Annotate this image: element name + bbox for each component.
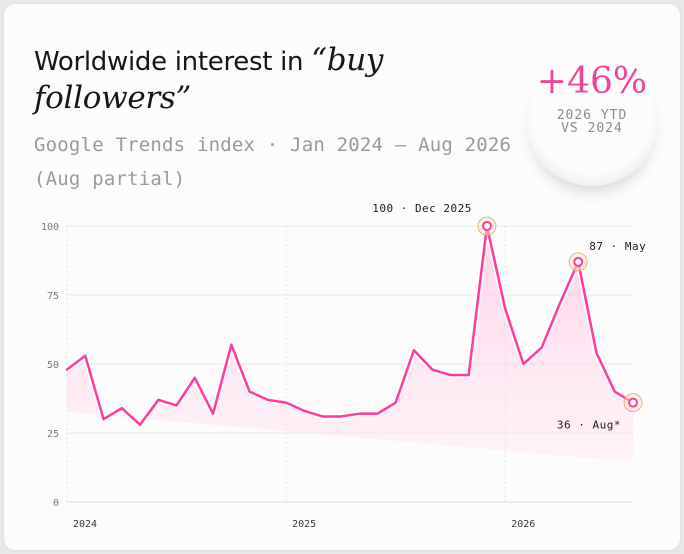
y-tick-label: 50 [47, 360, 59, 371]
y-tick-label: 100 [41, 222, 59, 233]
marker-dot [573, 256, 584, 267]
badge-value: +46% [536, 61, 648, 102]
badge-label-line1: 2026 YTD [556, 108, 628, 123]
marker-dot [481, 221, 492, 231]
series-line-path [65, 224, 635, 426]
marker-dot [628, 397, 638, 408]
series-line [65, 223, 635, 428]
badge-label-line2: VS 2024 [561, 121, 623, 136]
chart-subtitle: Google Trends index · Jan 2024 – Aug 202… [34, 134, 512, 190]
badge-label: 2026 YTD VS 2024 [525, 109, 659, 135]
area-fill [67, 226, 633, 462]
x-tick-label: 2025 [292, 519, 316, 530]
chart-card: Worldwide interest in “buy followers” Go… [3, 3, 681, 551]
annotation-label: 36 · Aug* [557, 419, 621, 432]
title-emphasis-line1: “buy [311, 42, 384, 78]
x-tick-label: 2026 [511, 519, 535, 530]
x-tick-label: 2024 [73, 519, 97, 530]
y-tick-label: 75 [47, 291, 59, 302]
yoy-badge: +46% 2026 YTD VS 2024 [525, 52, 659, 186]
title-emphasis-line2: followers” [34, 80, 192, 116]
markers [477, 216, 643, 413]
y-tick-label: 25 [47, 429, 59, 440]
y-tick-label: 0 [53, 498, 59, 509]
title-prefix: Worldwide interest in [34, 47, 312, 77]
chart-title: Worldwide interest in “buy followers” [34, 42, 454, 118]
annotation-label: 100 · Dec 2025 [372, 202, 472, 215]
annotation-label: 87 · May [589, 240, 646, 253]
area-path [67, 226, 633, 462]
labels: 0 25 50 75 100 2024 2025 2026 100 · Dec 2025 87 ·… [41, 202, 646, 530]
